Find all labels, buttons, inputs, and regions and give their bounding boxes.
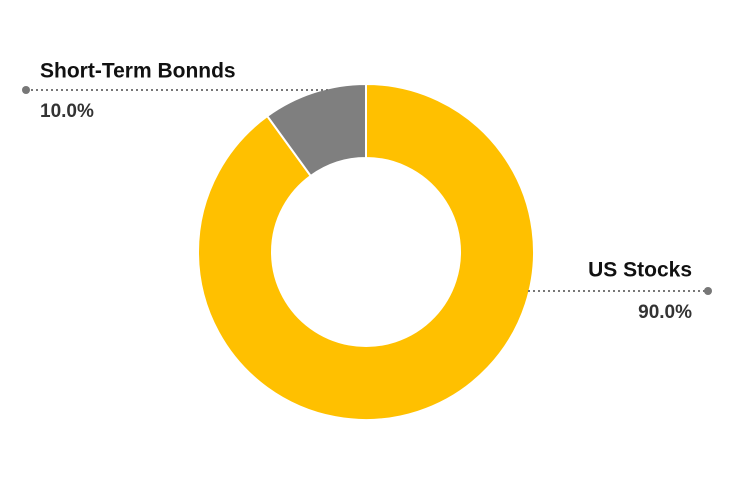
slice-label: US Stocks — [588, 259, 692, 282]
donut-slice — [197, 82, 535, 421]
slice-value: 90.0% — [638, 302, 692, 323]
slice-value: 10.0% — [40, 101, 94, 122]
donut-slice — [265, 82, 367, 178]
slice-label: Short-Term Bonnds — [40, 60, 236, 83]
leader-dot — [704, 287, 712, 295]
leader-dot — [22, 86, 30, 94]
